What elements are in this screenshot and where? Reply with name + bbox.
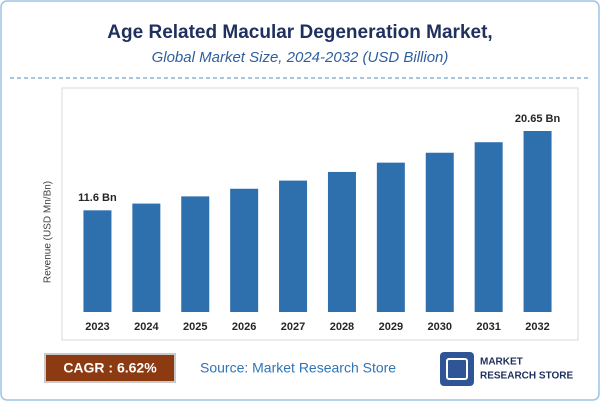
data-label: 11.6 Bn — [78, 192, 117, 204]
x-tick-label: 2025 — [183, 321, 207, 333]
x-tick-label: 2027 — [281, 321, 305, 333]
x-tick-label: 2028 — [330, 321, 354, 333]
chart-title: Age Related Macular Degeneration Market, — [107, 22, 492, 43]
plot-area — [61, 87, 579, 341]
x-tick-label: 2031 — [476, 321, 500, 333]
bar — [181, 196, 210, 312]
bar — [474, 142, 503, 312]
bar — [327, 171, 356, 312]
x-tick-label: 2032 — [525, 321, 549, 333]
bar — [83, 210, 112, 312]
source: Source: Market Research Store — [200, 360, 396, 376]
bar — [279, 180, 308, 312]
x-tick-label: 2030 — [428, 321, 452, 333]
x-tick-label: 2024 — [134, 321, 159, 333]
bar — [425, 152, 454, 312]
bar — [523, 131, 552, 312]
cagr-label: CAGR : 6.62% — [63, 360, 157, 376]
y-axis-label: Revenue (USD Mn/Bn) — [43, 181, 54, 283]
logo-icon-inner — [446, 358, 468, 380]
bar — [132, 203, 161, 312]
x-tick-label: 2023 — [85, 321, 109, 333]
bar — [376, 162, 405, 312]
chart-subtitle: Global Market Size, 2024-2032 (USD Billi… — [152, 49, 449, 66]
logo-text: RESEARCH STORE — [480, 371, 573, 382]
logo-text: MARKET — [480, 357, 523, 368]
x-tick-label: 2029 — [379, 321, 403, 333]
bar — [230, 188, 259, 312]
data-label: 20.65 Bn — [515, 113, 561, 125]
logo-icon — [440, 352, 474, 386]
x-tick-label: 2026 — [232, 321, 256, 333]
cagr-box — [44, 353, 176, 383]
logo: MARKET RESEARCH STORE — [440, 352, 573, 386]
